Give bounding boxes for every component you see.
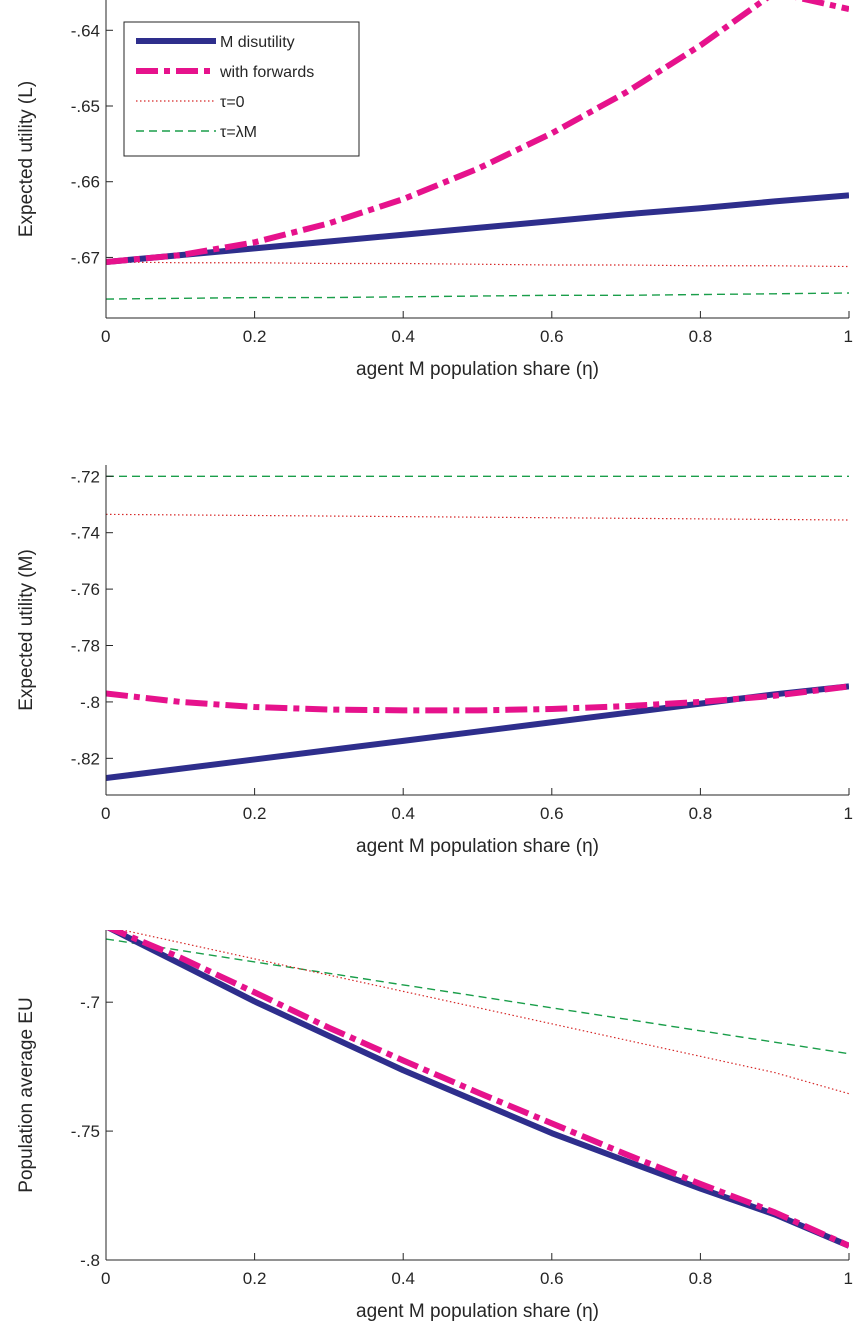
x-tick-label: 0.4 bbox=[391, 327, 415, 346]
legend-label: τ=λM bbox=[220, 124, 257, 141]
chart-1: 0 0.2 0.4 0.6 0.8 1 -.67 -.66 -.65 -.64 agent M po… bbox=[16, 0, 853, 380]
x-tick-label: 1 bbox=[844, 804, 853, 823]
x-tick-label: 0.4 bbox=[391, 1269, 415, 1288]
legend-label: M disutility bbox=[220, 34, 295, 51]
legend: M disutility with forwards τ=0 τ=λM bbox=[123, 21, 360, 157]
x-tick-label: 0.2 bbox=[243, 327, 267, 346]
plot-area bbox=[106, 930, 849, 1249]
x-tick-label: 0 bbox=[101, 804, 110, 823]
y-tick-label: -.66 bbox=[71, 173, 100, 192]
plot-area bbox=[106, 0, 849, 300]
y-axis-label: Expected utility (L) bbox=[16, 81, 37, 237]
x-tick-label: 0.8 bbox=[689, 1269, 713, 1288]
series-line-4 bbox=[106, 292, 849, 300]
x-tick-label: 0.6 bbox=[540, 1269, 564, 1288]
y-tick-label: -.64 bbox=[71, 21, 100, 40]
x-tick-label: 1 bbox=[844, 327, 853, 346]
y-tick-label: -.65 bbox=[71, 97, 100, 116]
series-line-3 bbox=[106, 261, 849, 268]
x-tick-label: 0 bbox=[101, 327, 110, 346]
series-line-2 bbox=[106, 930, 849, 1249]
y-tick-label: -.67 bbox=[71, 248, 100, 267]
plot-area bbox=[106, 475, 849, 782]
y-tick-label: -.74 bbox=[71, 524, 100, 543]
chart-3: 0 0.2 0.4 0.6 0.8 1 -.8 -.75 -.7 agent M populati… bbox=[16, 930, 853, 1322]
series-line-1 bbox=[106, 192, 849, 265]
x-tick-label: 0.2 bbox=[243, 804, 267, 823]
y-axis-label: Expected utility (M) bbox=[16, 549, 37, 711]
y-tick-label: -.8 bbox=[80, 1251, 100, 1270]
legend-label: with forwards bbox=[219, 64, 314, 81]
y-tick-label: -.82 bbox=[71, 749, 100, 768]
x-tick-label: 0.8 bbox=[689, 327, 713, 346]
y-axis-label: Population average EU bbox=[16, 997, 37, 1192]
x-tick-label: 0 bbox=[101, 1269, 110, 1288]
x-tick-label: 0.4 bbox=[391, 804, 415, 823]
x-tick-label: 1 bbox=[844, 1269, 853, 1288]
y-tick-label: -.8 bbox=[80, 693, 100, 712]
series-line-1 bbox=[106, 930, 849, 1249]
x-tick-label: 0.8 bbox=[689, 804, 713, 823]
x-tick-label: 0.6 bbox=[540, 327, 564, 346]
series-line-4 bbox=[106, 938, 849, 1055]
y-tick-label: -.78 bbox=[71, 637, 100, 656]
x-axis-label: agent M population share (η) bbox=[356, 1301, 599, 1322]
y-tick-label: -.75 bbox=[71, 1122, 100, 1141]
chart-2: 0 0.2 0.4 0.6 0.8 1 -.82 -.8 -.78 -.76 -.74 -.72 age… bbox=[16, 465, 853, 857]
y-tick-label: -.76 bbox=[71, 580, 100, 599]
series-line-3 bbox=[106, 513, 849, 521]
y-tick-label: -.7 bbox=[80, 993, 100, 1012]
series-line-2 bbox=[106, 683, 849, 714]
x-tick-label: 0.2 bbox=[243, 1269, 267, 1288]
legend-label: τ=0 bbox=[220, 94, 245, 111]
series-line-2 bbox=[106, 0, 849, 265]
x-tick-label: 0.6 bbox=[540, 804, 564, 823]
series-line-3 bbox=[119, 930, 849, 1095]
x-axis-label: agent M population share (η) bbox=[356, 359, 599, 380]
x-axis-label: agent M population share (η) bbox=[356, 836, 599, 857]
y-tick-label: -.72 bbox=[71, 467, 100, 486]
